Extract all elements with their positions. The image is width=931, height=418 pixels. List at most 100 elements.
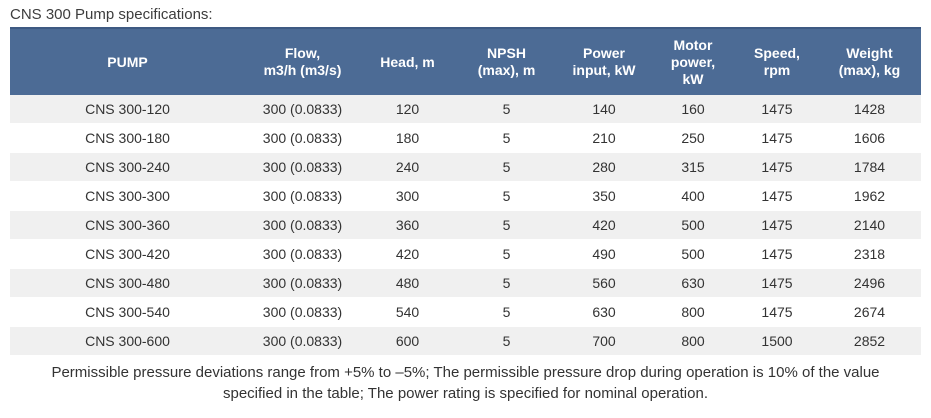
column-header-npsh: NPSH (max), m — [455, 27, 558, 95]
cell-npsh: 5 — [455, 327, 558, 356]
cell-power-input: 210 — [558, 124, 650, 153]
column-header-line: Flow, — [284, 45, 321, 61]
cell-npsh: 5 — [455, 124, 558, 153]
column-header-line: rpm — [763, 62, 791, 78]
cell-flow: 300 (0.0833) — [245, 182, 360, 211]
cell-motor-power: 315 — [650, 153, 736, 182]
cell-head: 180 — [360, 124, 455, 153]
cell-motor-power: 160 — [650, 95, 736, 124]
cell-head: 120 — [360, 95, 455, 124]
cell-motor-power: 400 — [650, 182, 736, 211]
cell-speed: 1475 — [736, 153, 818, 182]
cell-head: 540 — [360, 298, 455, 327]
cell-npsh: 5 — [455, 211, 558, 240]
cell-weight: 2140 — [818, 211, 921, 240]
cell-pump: CNS 300-360 — [10, 211, 245, 240]
cell-pump: CNS 300-180 — [10, 124, 245, 153]
column-header-line: NPSH — [487, 45, 526, 61]
table-row: CNS 300-540 300 (0.0833) 540 5 630 800 1475 267… — [10, 298, 921, 327]
footnote: Permissible pressure deviations range fr… — [0, 362, 931, 404]
cell-pump: CNS 300-540 — [10, 298, 245, 327]
column-header-power-input: Power input, kW — [558, 27, 650, 95]
cell-speed: 1475 — [736, 240, 818, 269]
cell-pump: CNS 300-420 — [10, 240, 245, 269]
column-header-line: power, — [670, 53, 716, 70]
cell-flow: 300 (0.0833) — [245, 240, 360, 269]
cell-weight: 1962 — [818, 182, 921, 211]
cell-power-input: 280 — [558, 153, 650, 182]
table-row: CNS 300-120 300 (0.0833) 120 5 140 160 1475 142… — [10, 95, 921, 124]
page-title: CNS 300 Pump specifications: — [10, 6, 213, 23]
table-row: CNS 300-240 300 (0.0833) 240 5 280 315 1475 178… — [10, 153, 921, 182]
column-header-line: Speed, — [754, 45, 800, 61]
cell-power-input: 700 — [558, 327, 650, 356]
cell-speed: 1475 — [736, 95, 818, 124]
cell-motor-power: 500 — [650, 211, 736, 240]
column-header-flow: Flow, m3/h (m3/s) — [245, 27, 360, 95]
cell-npsh: 5 — [455, 153, 558, 182]
cell-weight: 1606 — [818, 124, 921, 153]
column-header-line: Head, m — [380, 53, 435, 70]
cell-npsh: 5 — [455, 95, 558, 124]
cell-pump: CNS 300-300 — [10, 182, 245, 211]
cell-weight: 1784 — [818, 153, 921, 182]
cell-head: 480 — [360, 269, 455, 298]
cell-speed: 1500 — [736, 327, 818, 356]
column-header-line: (max), kg — [838, 62, 901, 78]
cell-speed: 1475 — [736, 124, 818, 153]
cell-head: 240 — [360, 153, 455, 182]
column-header-line: (max), m — [477, 62, 536, 78]
cell-npsh: 5 — [455, 182, 558, 211]
cell-weight: 1428 — [818, 95, 921, 124]
column-header-pump: PUMP — [10, 27, 245, 95]
cell-flow: 300 (0.0833) — [245, 269, 360, 298]
cell-pump: CNS 300-240 — [10, 153, 245, 182]
cell-speed: 1475 — [736, 182, 818, 211]
column-header-line: Power — [582, 45, 625, 61]
column-header-line: PUMP — [107, 53, 148, 70]
column-header-line: Weight — [846, 45, 893, 61]
cell-pump: CNS 300-120 — [10, 95, 245, 124]
table-row: CNS 300-600 300 (0.0833) 600 5 700 800 1500 285… — [10, 327, 921, 356]
table-row: CNS 300-480 300 (0.0833) 480 5 560 630 1475 249… — [10, 269, 921, 298]
cell-flow: 300 (0.0833) — [245, 124, 360, 153]
cell-flow: 300 (0.0833) — [245, 211, 360, 240]
table-row: CNS 300-300 300 (0.0833) 300 5 350 400 1475 196… — [10, 182, 921, 211]
table-row: CNS 300-360 300 (0.0833) 360 5 420 500 1475 214… — [10, 211, 921, 240]
cell-flow: 300 (0.0833) — [245, 298, 360, 327]
column-header-line: m3/h (m3/s) — [263, 62, 342, 78]
cell-weight: 2674 — [818, 298, 921, 327]
cell-motor-power: 800 — [650, 327, 736, 356]
cell-weight: 2852 — [818, 327, 921, 356]
column-header-weight: Weight (max), kg — [818, 27, 921, 95]
cell-motor-power: 500 — [650, 240, 736, 269]
column-header-motor-power: Motor power, kW — [650, 27, 736, 95]
table-row: CNS 300-420 300 (0.0833) 420 5 490 500 1475 231… — [10, 240, 921, 269]
column-header-line: input, kW — [572, 62, 636, 78]
footnote-line-2: specified in the table; The power rating… — [222, 385, 708, 402]
cell-speed: 1475 — [736, 211, 818, 240]
cell-motor-power: 630 — [650, 269, 736, 298]
cell-power-input: 420 — [558, 211, 650, 240]
cell-flow: 300 (0.0833) — [245, 327, 360, 356]
cell-power-input: 490 — [558, 240, 650, 269]
cell-head: 600 — [360, 327, 455, 356]
column-header-speed: Speed, rpm — [736, 27, 818, 95]
cell-flow: 300 (0.0833) — [245, 95, 360, 124]
column-header-line: Motor — [673, 36, 713, 53]
table-row: CNS 300-180 300 (0.0833) 180 5 210 250 1475 160… — [10, 124, 921, 153]
cell-pump: CNS 300-600 — [10, 327, 245, 356]
cell-pump: CNS 300-480 — [10, 269, 245, 298]
cell-power-input: 560 — [558, 269, 650, 298]
cell-power-input: 140 — [558, 95, 650, 124]
cell-head: 360 — [360, 211, 455, 240]
cell-head: 420 — [360, 240, 455, 269]
cell-npsh: 5 — [455, 240, 558, 269]
cell-speed: 1475 — [736, 269, 818, 298]
cell-npsh: 5 — [455, 298, 558, 327]
cell-flow: 300 (0.0833) — [245, 153, 360, 182]
cell-weight: 2318 — [818, 240, 921, 269]
cell-head: 300 — [360, 182, 455, 211]
